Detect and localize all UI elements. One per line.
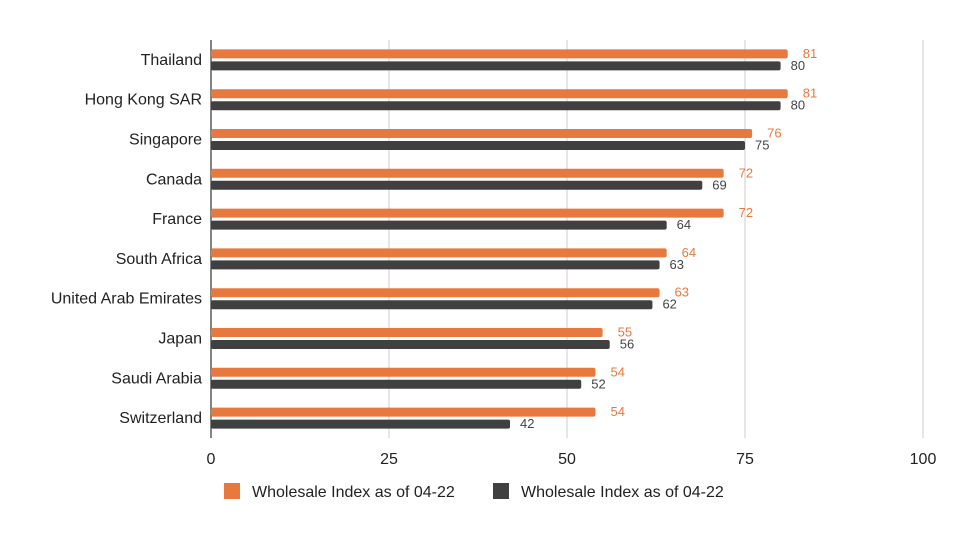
- data-label: 64: [682, 245, 696, 260]
- category-label: Canada: [146, 171, 202, 188]
- bar: [211, 101, 781, 111]
- bar: [211, 340, 610, 349]
- bar: [211, 89, 788, 99]
- category-label: Japan: [158, 331, 202, 348]
- x-tick-label: 100: [910, 451, 937, 468]
- category-label: Singapore: [129, 132, 202, 149]
- category-label: France: [152, 211, 202, 228]
- category-label: Saudi Arabia: [111, 370, 202, 387]
- category-label: United Arab Emirates: [51, 291, 202, 308]
- category-label: Thailand: [141, 52, 202, 69]
- bar: [211, 180, 703, 190]
- bar: [211, 208, 724, 218]
- bar: [211, 379, 582, 389]
- bar: [211, 407, 596, 417]
- x-tick-label: 50: [558, 451, 576, 468]
- bar: [211, 61, 781, 71]
- bar: [211, 168, 724, 178]
- data-label: 72: [739, 205, 753, 220]
- legend-label: Wholesale Index as of 04-22: [521, 484, 724, 501]
- data-label: 42: [520, 416, 534, 431]
- data-label: 80: [791, 98, 805, 113]
- bar: [211, 260, 660, 270]
- bar: [211, 300, 653, 310]
- data-label: 52: [591, 376, 605, 391]
- data-label: 81: [803, 46, 817, 61]
- x-tick-label: 25: [380, 451, 398, 468]
- data-label: 63: [670, 257, 684, 272]
- x-tick-label: 0: [207, 451, 216, 468]
- data-label: 54: [610, 404, 624, 419]
- bar: [211, 248, 667, 258]
- bar: [211, 328, 603, 337]
- data-label: 81: [803, 86, 817, 101]
- bar: [211, 141, 745, 150]
- bar: [211, 129, 753, 138]
- legend-label: Wholesale Index as of 04-22: [252, 484, 455, 501]
- category-label: Switzerland: [119, 410, 202, 427]
- data-label: 62: [662, 297, 676, 312]
- category-label: South Africa: [116, 251, 202, 268]
- bar: [211, 419, 511, 429]
- data-label: 76: [767, 126, 781, 141]
- data-label: 80: [791, 58, 805, 73]
- legend-swatch: [493, 483, 509, 499]
- bar: [211, 49, 788, 59]
- data-label: 56: [620, 337, 634, 352]
- data-label: 63: [675, 285, 689, 300]
- bar: [211, 220, 667, 230]
- data-label: 55: [618, 325, 632, 340]
- data-label: 64: [677, 217, 691, 232]
- data-label: 72: [739, 165, 753, 180]
- category-label: Hong Kong SAR: [85, 92, 202, 109]
- bar: [211, 367, 596, 377]
- x-tick-label: 75: [736, 451, 754, 468]
- data-label: 75: [755, 138, 769, 153]
- bar: [211, 288, 660, 298]
- data-label: 54: [610, 364, 624, 379]
- data-label: 69: [712, 177, 726, 192]
- legend-swatch: [224, 483, 240, 499]
